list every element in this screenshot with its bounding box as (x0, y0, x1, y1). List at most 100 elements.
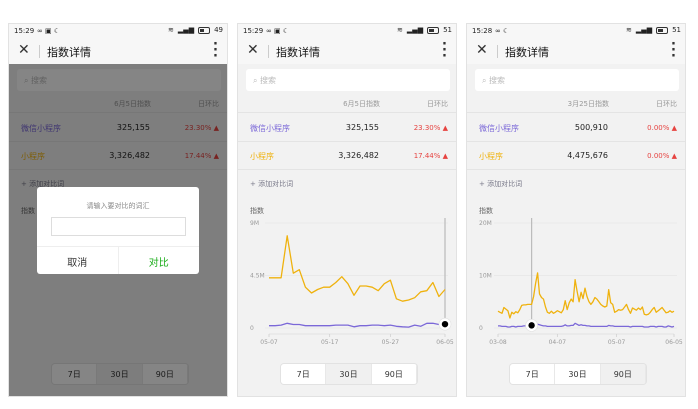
search-icon: ⌕ (482, 76, 490, 85)
status-time: 15:29 (14, 27, 35, 35)
index-value: 4,475,676 (567, 151, 608, 160)
close-icon[interactable]: ✕ (476, 42, 488, 58)
day-change: 23.30% ▲ (413, 124, 448, 132)
close-icon[interactable]: ✕ (18, 42, 30, 58)
y-tick-label: 10M (479, 273, 492, 280)
nav-bar: ✕ 指数详情 · · · (238, 38, 456, 64)
cancel-button[interactable]: 取消 (37, 247, 119, 274)
add-compare-button[interactable]: + 添加对比词 (21, 180, 65, 188)
y-tick-label: 9M (250, 220, 259, 227)
battery-fill (429, 28, 434, 32)
keyword-name: 小程序 (250, 152, 274, 161)
status-icons: ≋ ▂▄▆ 51 (626, 26, 681, 34)
nav-divider (497, 45, 498, 58)
add-compare-button[interactable]: + 添加对比词 (250, 180, 294, 188)
chart-label: 指数 (21, 207, 35, 215)
phone-screen: 15:29 ∞ ▣ ☾ ≋ ▂▄▆ 51 ✕ 指数详情 · · · ⌕ 搜索 6月5日指数 日环比 微信小… (237, 23, 457, 397)
range-90日[interactable]: 90日 (142, 364, 188, 384)
wifi-icon: ≋ (397, 26, 403, 34)
series-line-miniprogram (497, 272, 675, 319)
range-7日[interactable]: 7日 (510, 364, 556, 384)
compare-word-input[interactable] (51, 217, 186, 236)
status-bar: 15:29 ∞ ▣ ☾ ≋ ▂▄▆ 51 (238, 24, 456, 38)
status-extra-icons: ∞ ▣ ☾ (266, 27, 290, 35)
line-chart[interactable]: 0 10M 20M 03-08 04-07 05-07 06-05 (467, 214, 686, 354)
battery-fill (658, 28, 663, 32)
search-icon: ⌕ (24, 76, 32, 85)
phone-screen: 15:29 ∞ ▣ ☾ ≋ ▂▄▆ 49 ✕ 指数详情 · · · ⌕ 搜索 6月5日指数 日环比 微信小… (8, 23, 228, 397)
nav-bar: ✕ 指数详情 · · · (9, 38, 227, 64)
table-row[interactable]: 微信小程序 325,155 23.30% ▲ (238, 114, 456, 142)
keyword-name: 小程序 (21, 152, 45, 161)
index-value: 325,155 (345, 123, 379, 132)
search-input[interactable]: ⌕ 搜索 (17, 69, 221, 91)
battery-fill (200, 28, 205, 32)
x-tick-label: 06-05 (436, 339, 454, 346)
time-range-selector: 7日 30日 90日 (281, 364, 417, 384)
keyword-name: 小程序 (479, 152, 503, 161)
search-input[interactable]: ⌕ 搜索 (246, 69, 450, 91)
index-value: 325,155 (116, 123, 150, 132)
time-range-selector: 7日 30日 90日 (510, 364, 646, 384)
date-index-header: 6月5日指数 (114, 100, 151, 108)
status-extra-icons: ∞ ▣ ☾ (37, 27, 61, 35)
index-value: 500,910 (574, 123, 608, 132)
keyword-name: 微信小程序 (250, 124, 290, 133)
battery-level: 51 (443, 26, 452, 34)
search-input[interactable]: ⌕ 搜索 (475, 69, 679, 91)
x-tick-label: 05-17 (321, 339, 339, 346)
signal-icon: ▂▄▆ (177, 26, 195, 34)
more-vertical-icon[interactable]: · · · (671, 37, 676, 64)
series-line-weixin-miniprogram (498, 322, 675, 328)
table-row[interactable]: 微信小程序 325,155 23.30% ▲ (9, 114, 227, 142)
table-row[interactable]: 小程序 3,326,482 17.44% ▲ (238, 142, 456, 170)
x-tick-label: 03-08 (489, 339, 507, 346)
keyword-name: 微信小程序 (479, 124, 519, 133)
page-title: 指数详情 (505, 46, 549, 59)
search-placeholder: 搜索 (489, 76, 506, 85)
y-tick-label: 20M (479, 220, 492, 227)
signal-icon: ▂▄▆ (635, 26, 653, 34)
x-tick-label: 04-07 (549, 339, 567, 346)
range-30日[interactable]: 30日 (97, 364, 143, 384)
close-icon[interactable]: ✕ (247, 42, 259, 58)
time-range-selector: 7日 30日 90日 (52, 364, 188, 384)
day-change-header: 日环比 (427, 100, 448, 108)
line-chart[interactable]: 0 4.5M 9M 05-07 05-17 05-27 06-05 (238, 214, 457, 354)
more-vertical-icon[interactable]: · · · (213, 37, 218, 64)
range-90日[interactable]: 90日 (371, 364, 417, 384)
index-value: 3,326,482 (338, 151, 379, 160)
index-value: 3,326,482 (109, 151, 150, 160)
range-7日[interactable]: 7日 (52, 364, 98, 384)
date-index-header: 3月25日指数 (567, 100, 609, 108)
search-placeholder: 搜索 (260, 76, 277, 85)
range-90日[interactable]: 90日 (600, 364, 646, 384)
table-row[interactable]: 小程序 3,326,482 17.44% ▲ (9, 142, 227, 170)
wifi-icon: ≋ (168, 26, 174, 34)
day-change-header: 日环比 (656, 100, 677, 108)
table-header: 6月5日指数 日环比 (238, 98, 456, 113)
status-time: 15:29 (243, 27, 264, 35)
day-change-header: 日环比 (198, 100, 219, 108)
x-tick-label: 05-27 (382, 339, 400, 346)
range-30日[interactable]: 30日 (326, 364, 372, 384)
keyword-name: 微信小程序 (21, 124, 61, 133)
compare-button[interactable]: 对比 (148, 258, 169, 269)
range-30日[interactable]: 30日 (555, 364, 601, 384)
y-tick-label: 4.5M (250, 273, 265, 280)
range-7日[interactable]: 7日 (281, 364, 327, 384)
phone-screen: 15:28 ∞ ☾ ≋ ▂▄▆ 51 ✕ 指数详情 · · · ⌕ 搜索 3月25日指数 日环比 微信小程… (466, 23, 686, 397)
more-vertical-icon[interactable]: · · · (442, 37, 447, 64)
table-header: 6月5日指数 日环比 (9, 98, 227, 113)
table-row[interactable]: 小程序 4,475,676 0.00% ▲ (467, 142, 685, 170)
dialog-title: 请输入要对比的词汇 (86, 202, 150, 210)
day-change: 0.00% ▲ (647, 124, 677, 132)
y-tick-label: 0 (479, 325, 483, 332)
chart-label: 指数 (250, 207, 264, 215)
page-title: 指数详情 (47, 46, 91, 59)
add-compare-button[interactable]: + 添加对比词 (479, 180, 523, 188)
x-tick-label: 06-05 (665, 339, 683, 346)
y-tick-label: 0 (250, 325, 254, 332)
date-index-header: 6月5日指数 (343, 100, 380, 108)
table-row[interactable]: 微信小程序 500,910 0.00% ▲ (467, 114, 685, 142)
